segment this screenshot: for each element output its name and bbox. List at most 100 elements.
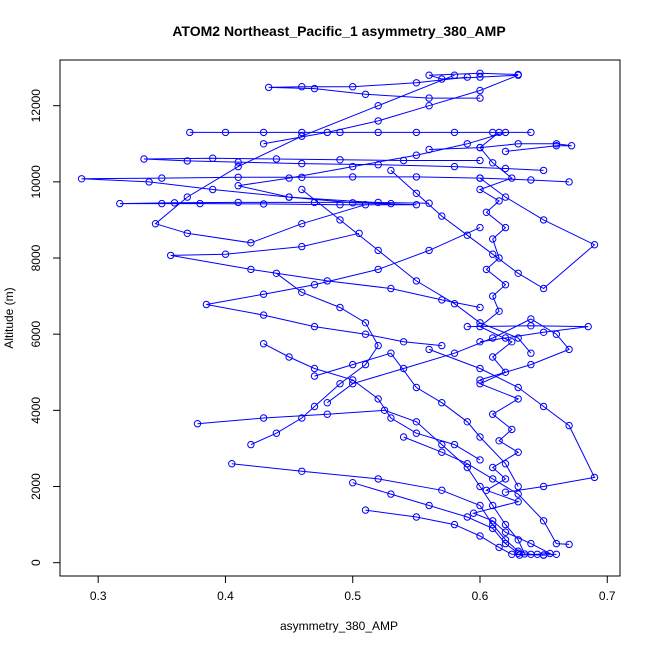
data-point [501,193,510,201]
data-point [438,212,446,220]
series-line [189,131,552,556]
data-point [527,315,535,323]
data-point [495,254,503,262]
data-point [387,490,395,498]
data-point [463,463,471,472]
data-point [380,406,389,414]
data-point [476,174,484,182]
data-point [501,520,510,529]
data-point [501,281,510,289]
data-point [476,501,484,510]
data-point [425,94,433,102]
data-point [298,414,306,422]
series-line [206,227,481,347]
data-point [514,383,522,392]
data-point [552,142,561,150]
data-point [221,128,230,137]
data-point [450,440,459,449]
data-point [501,536,510,544]
data-point [361,90,370,99]
data-point [259,128,268,137]
data-point [158,199,166,208]
data-point [476,532,484,540]
series-line [314,352,519,487]
series-line [429,143,572,152]
x-tick-label: 0.7 [599,589,616,603]
data-point [476,380,484,388]
data-point [590,241,599,249]
data-point [463,231,471,239]
data-point [298,159,306,168]
data-point [495,307,503,315]
data-point [209,154,217,162]
data-point [412,277,421,285]
data-point [476,69,484,78]
data-point [323,399,331,407]
data-point [234,158,242,166]
data-point [514,448,522,456]
data-point [539,517,548,525]
data-point [374,128,382,137]
data-point [412,151,421,159]
data-point [476,303,484,312]
data-point [425,71,433,79]
data-point [116,199,124,208]
data-point [514,536,522,544]
data-point [221,250,230,258]
data-point [355,229,363,238]
y-tick-label: 10000 [29,165,43,199]
data-point [476,482,484,491]
data-point [527,550,535,558]
data-point [259,290,268,298]
series-line [327,318,570,404]
data-point [151,220,160,228]
data-point [495,437,503,445]
data-point [145,178,153,186]
data-point [412,383,421,392]
data-point [399,364,408,373]
data-point [489,524,497,533]
series-line [467,325,589,343]
data-point [514,395,522,403]
series-line [263,72,519,145]
data-point [272,269,281,277]
data-point [514,498,522,506]
data-point [183,193,192,201]
data-point [476,322,484,331]
data-point [489,475,497,483]
data-point [412,418,421,426]
data-point [259,140,268,148]
data-point [336,380,344,388]
series-line [365,509,544,556]
data-point [272,155,281,163]
series-lines [81,72,596,556]
data-point [412,513,421,521]
data-point [514,269,522,277]
series-line [390,170,596,290]
data-point [298,288,306,296]
data-point [193,420,202,428]
data-point [501,128,510,137]
data-point [584,322,592,331]
data-point [183,229,192,238]
data-point [590,473,599,482]
series-points [77,69,599,559]
data-point [399,433,408,441]
data-point [412,189,421,198]
data-point [527,176,535,184]
data-point [469,509,478,517]
y-tick-label: 2000 [29,473,43,500]
data-point [463,322,471,331]
plot-frame [59,59,621,577]
data-point [476,73,484,81]
data-point [552,140,561,148]
data-point [361,330,370,338]
data-point [489,292,497,300]
data-point [310,84,319,93]
data-point [336,128,344,137]
data-point [183,157,192,165]
data-point [349,360,357,369]
data-point [412,429,421,437]
data-point [349,83,357,91]
data-point [349,376,357,384]
